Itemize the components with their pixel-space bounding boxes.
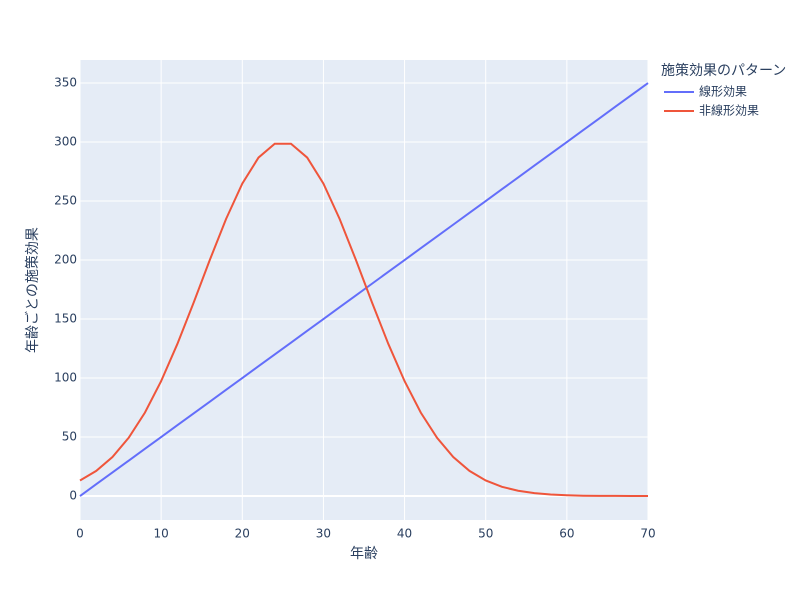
y-tick-label: 250 <box>54 194 77 208</box>
line <box>79 82 649 497</box>
x-tick-label: 30 <box>316 527 331 541</box>
x-tick-label: 40 <box>397 527 412 541</box>
x-tick-label: 70 <box>640 527 655 541</box>
line <box>79 142 648 498</box>
y-tick-label: 0 <box>69 489 77 503</box>
x-tick-label: 60 <box>559 527 574 541</box>
x-axis-title: 年齢 <box>350 546 378 562</box>
legend-label: 線形効果 <box>699 84 747 99</box>
y-tick-label: 200 <box>54 253 77 267</box>
x-tick-label: 10 <box>154 527 169 541</box>
legend-title: 施策効果のパターン <box>661 62 786 79</box>
legend-label: 非線形効果 <box>699 103 759 118</box>
y-tick-label: 100 <box>54 371 77 385</box>
y-tick-label: 300 <box>54 135 77 149</box>
x-tick-label: 0 <box>76 527 84 541</box>
y-tick-label: 150 <box>54 312 77 326</box>
x-tick-label: 20 <box>235 527 250 541</box>
y-tick-label: 350 <box>54 76 77 90</box>
y-tick-label: 50 <box>62 430 77 444</box>
y-axis-title: 年齢ごとの施策効果 <box>24 227 41 353</box>
x-tick-label: 50 <box>478 527 493 541</box>
